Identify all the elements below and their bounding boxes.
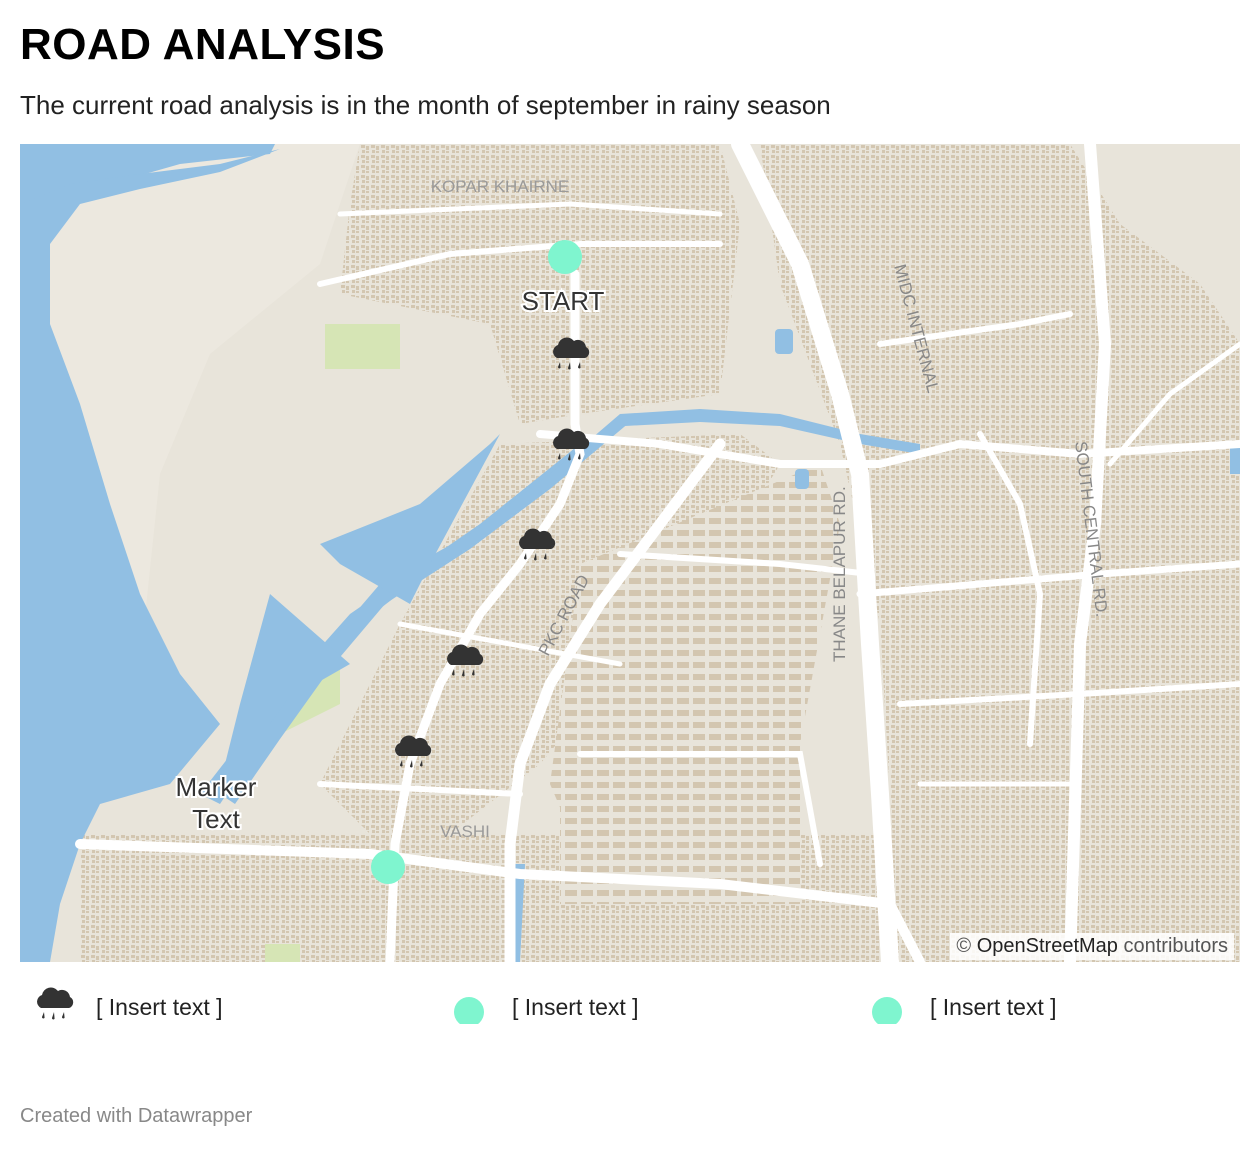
place-label-kopar-khairne: KOPAR KHAIRNE — [431, 177, 570, 196]
map-legend: [ Insert text ] [ Insert text ] [ Insert… — [20, 984, 1260, 1044]
end-marker-label-line1: Marker — [176, 772, 257, 802]
park — [325, 324, 400, 369]
road-map[interactable]: KOPAR KHAIRNE VASHI MIDC INTERNAL THANE … — [20, 144, 1240, 962]
lake — [220, 594, 350, 784]
pond — [775, 329, 793, 354]
sea-water — [20, 149, 280, 962]
map-canvas[interactable]: KOPAR KHAIRNE VASHI MIDC INTERNAL THANE … — [20, 144, 1240, 962]
legend-item-rain: [ Insert text ] — [32, 984, 223, 1024]
legend-label: [ Insert text ] — [512, 994, 639, 1020]
legend-label: [ Insert text ] — [930, 994, 1057, 1020]
start-marker[interactable] — [548, 240, 582, 274]
legend-item-marker: [ Insert text ] — [870, 984, 1057, 1024]
creek-water — [20, 144, 275, 224]
end-marker[interactable] — [371, 850, 405, 884]
building-area-vashi — [560, 744, 800, 904]
rain-cloud-icon — [37, 987, 74, 1020]
building-area-east — [760, 144, 1240, 962]
start-marker-label: START — [522, 286, 605, 316]
building-area-north — [340, 144, 740, 424]
page-title: ROAD ANALYSIS — [20, 20, 386, 69]
pond — [1230, 444, 1240, 474]
page-subtitle: The current road analysis is in the mont… — [20, 90, 831, 120]
lake — [320, 434, 500, 604]
map-attribution: © OpenStreetMap contributors — [950, 933, 1234, 960]
nalla-channel — [620, 409, 920, 454]
place-label-vashi: VASHI — [440, 822, 490, 841]
legend-label: [ Insert text ] — [96, 994, 223, 1020]
river-channel — [220, 414, 630, 804]
circle-marker-icon — [872, 997, 902, 1024]
attribution-prefix: © — [956, 935, 972, 957]
circle-marker-icon — [454, 997, 484, 1024]
attribution-suffix: contributors — [1123, 935, 1229, 957]
attribution-source-link[interactable]: OpenStreetMap — [976, 935, 1118, 957]
footer-credit: Created with Datawrapper — [20, 1105, 253, 1127]
legend-item-marker: [ Insert text ] — [452, 984, 639, 1024]
park — [265, 944, 300, 962]
pond — [795, 469, 809, 489]
road-label-thane-belapur: THANE BELAPUR RD. — [830, 486, 849, 662]
end-marker-label-line2: Text — [192, 804, 240, 834]
